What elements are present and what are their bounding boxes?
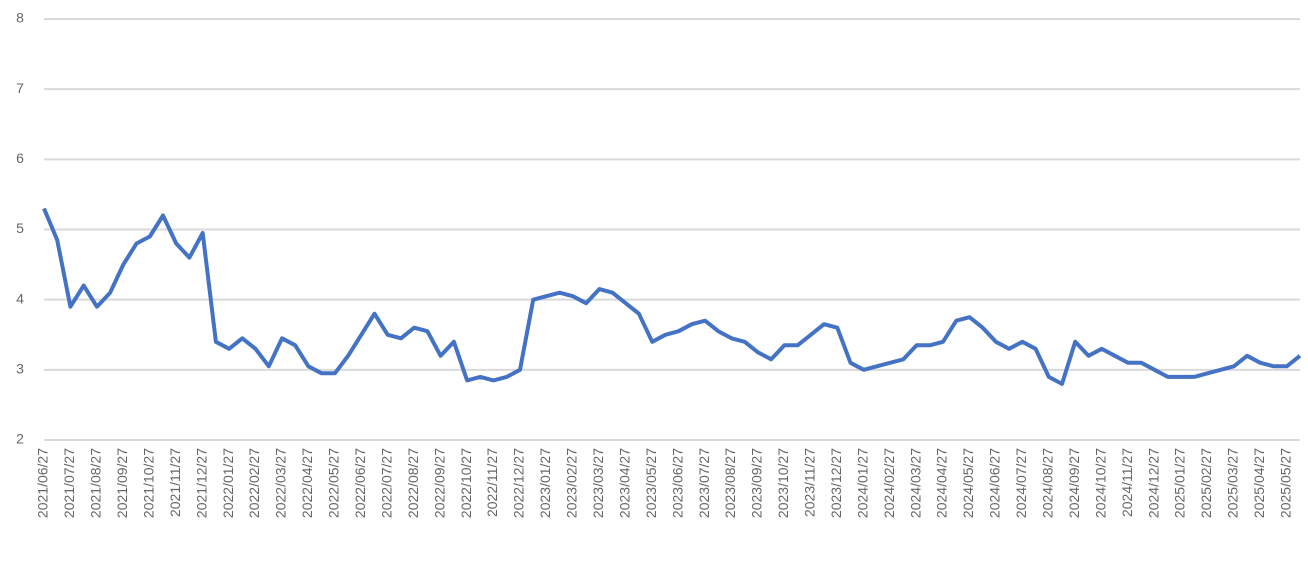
x-tick-label: 2024/07/27 — [1013, 448, 1029, 518]
x-tick-label: 2022/01/27 — [220, 448, 236, 518]
x-tick-label: 2022/12/27 — [511, 448, 527, 518]
x-tick-label: 2023/03/27 — [590, 448, 606, 518]
x-tick-label: 2025/03/27 — [1225, 448, 1241, 518]
x-tick-label: 2025/05/27 — [1277, 448, 1293, 518]
x-tick-label: 2022/08/27 — [405, 448, 421, 518]
x-tick-label: 2023/12/27 — [828, 448, 844, 518]
x-tick-label: 2022/04/27 — [299, 448, 315, 518]
x-tick-label: 2021/11/27 — [167, 448, 183, 517]
x-tick-label: 2023/01/27 — [537, 448, 553, 518]
x-tick-label: 2024/10/27 — [1092, 448, 1108, 518]
x-tick-label: 2024/06/27 — [987, 448, 1003, 518]
x-tick-label: 2021/06/27 — [35, 448, 51, 518]
x-tick-label: 2022/07/27 — [378, 448, 394, 518]
y-tick-label: 8 — [16, 10, 24, 26]
y-tick-label: 4 — [16, 290, 24, 306]
x-tick-label: 2023/07/27 — [696, 448, 712, 518]
line — [42, 207, 1302, 386]
x-tick-label: 2025/02/27 — [1198, 448, 1214, 518]
x-tick-label: 2024/02/27 — [881, 448, 897, 518]
x-tick-label: 2023/05/27 — [643, 448, 659, 518]
x-tick-label: 2022/03/27 — [273, 448, 289, 518]
x-tick-label: 2022/11/27 — [484, 448, 500, 517]
x-tick-label: 2023/08/27 — [722, 448, 738, 518]
x-tick-label: 2022/09/27 — [431, 448, 447, 518]
y-tick-label: 3 — [16, 361, 24, 377]
x-tick-label: 2021/08/27 — [88, 448, 104, 518]
x-tick-label: 2024/05/27 — [960, 448, 976, 518]
x-tick-label: 2023/11/27 — [802, 448, 818, 517]
x-tick-label: 2022/02/27 — [246, 448, 262, 518]
y-tick-label: 2 — [16, 431, 24, 447]
x-tick-label: 2024/04/27 — [934, 448, 950, 518]
y-tick-label: 7 — [16, 80, 24, 96]
x-tick-label: 2021/10/27 — [140, 448, 156, 518]
x-tick-label: 2023/06/27 — [669, 448, 685, 518]
x-tick-label: 2024/01/27 — [854, 448, 870, 518]
x-tick-label: 2024/09/27 — [1066, 448, 1082, 518]
y-tick-label: 5 — [16, 220, 24, 236]
x-tick-label: 2022/10/27 — [458, 448, 474, 518]
x-tick-label: 2023/10/27 — [775, 448, 791, 518]
x-tick-label: 2023/02/27 — [564, 448, 580, 518]
x-tick-label: 2022/05/27 — [326, 448, 342, 518]
x-tick-label: 2025/01/27 — [1172, 448, 1188, 518]
x-tick-label: 2021/09/27 — [114, 448, 130, 518]
y-tick-label: 6 — [16, 150, 24, 166]
x-tick-label: 2023/09/27 — [749, 448, 765, 518]
x-tick-label: 2024/03/27 — [907, 448, 923, 518]
x-tick-label: 2025/04/27 — [1251, 448, 1267, 518]
x-tick-label: 2024/12/27 — [1145, 448, 1161, 518]
x-tick-label: 2022/06/27 — [352, 448, 368, 518]
x-tick-label: 2024/11/27 — [1119, 448, 1135, 517]
x-tick-label: 2024/08/27 — [1040, 448, 1056, 518]
x-tick-label: 2021/07/27 — [61, 448, 77, 518]
x-tick-label: 2021/12/27 — [193, 448, 209, 518]
x-tick-label: 2023/04/27 — [616, 448, 632, 518]
